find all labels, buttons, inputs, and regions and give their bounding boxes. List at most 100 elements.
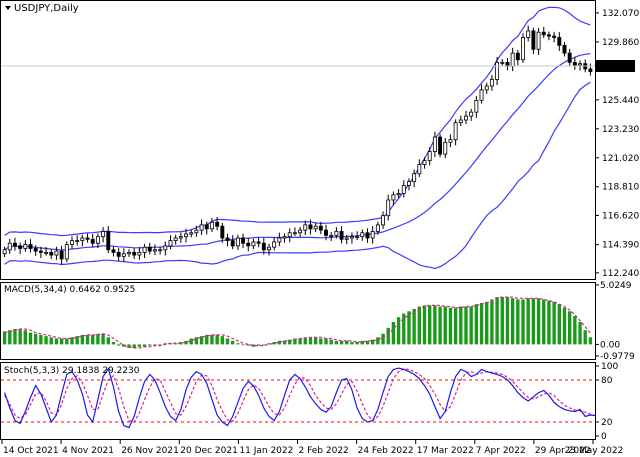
candle-body <box>339 231 344 240</box>
candle-body <box>49 252 54 256</box>
candle-body <box>121 253 126 257</box>
macd-bar <box>225 338 230 345</box>
macd-bar <box>391 321 396 345</box>
candle-body <box>510 52 515 67</box>
time-axis: 14 Oct 2021 4 Nov 2021 26 Nov 2021 20 Dec 2… <box>1 440 624 456</box>
macd-bar <box>412 308 416 345</box>
macd-bar <box>319 338 323 345</box>
price-tick-label: 116.620 <box>602 211 639 221</box>
price-panel-frame <box>0 0 596 280</box>
candle-body <box>54 250 59 256</box>
current-price-label: 127.648 <box>596 62 633 72</box>
macd-bar <box>173 343 178 345</box>
candle-body <box>38 250 43 253</box>
candle-body <box>13 242 17 247</box>
macd-bar <box>194 337 199 345</box>
candle-body <box>251 241 256 247</box>
candle-body <box>220 225 225 239</box>
macd-bar <box>417 306 422 345</box>
macd-bar <box>44 336 48 345</box>
stoch-panel[interactable]: 100 80 20 0 Stoch(5,3,3) 29.1838 29.2230 <box>1 362 618 442</box>
macd-bar <box>464 306 468 345</box>
macd-bar <box>360 340 364 345</box>
candle-body <box>2 249 7 255</box>
candle-body <box>194 229 199 234</box>
price-tick-label: 125.440 <box>602 96 639 106</box>
candle-body <box>215 221 220 227</box>
candle-body <box>204 224 209 230</box>
candle-body <box>541 31 546 36</box>
candle-body <box>85 237 90 240</box>
time-tick-label: 23 May 2022 <box>565 446 624 456</box>
price-tick-label: 114.390 <box>602 241 639 251</box>
macd-bar <box>329 339 333 345</box>
candle-body <box>173 237 178 242</box>
macd-bar <box>588 337 593 345</box>
candle-body <box>334 231 339 236</box>
candle-body <box>422 160 427 165</box>
candle-body <box>106 231 111 251</box>
candle-body <box>318 225 323 231</box>
stoch-panel-frame <box>0 362 596 440</box>
candle-body <box>70 240 74 245</box>
candle-body <box>495 61 500 80</box>
stoch-tick-label: 100 <box>601 362 618 372</box>
macd-bar <box>262 344 266 346</box>
price-tick-label: 123.230 <box>602 125 639 135</box>
macd-bar <box>381 333 385 345</box>
macd-signal-line <box>4 296 591 349</box>
macd-bar <box>542 299 546 345</box>
macd-bar <box>272 342 276 345</box>
candle-body <box>458 119 463 124</box>
stoch-tick-label: 80 <box>601 376 613 386</box>
candle-body <box>443 141 448 155</box>
candle-body <box>438 136 443 155</box>
macd-bar <box>256 344 261 346</box>
candle-body <box>246 242 251 247</box>
macd-bar <box>148 344 152 346</box>
macd-bar <box>210 334 214 345</box>
macd-panel[interactable]: 5.0249 0.00 -0.9779 MACD(5,34,4) 0.6462 0.… <box>2 281 635 362</box>
candle-body <box>75 240 80 243</box>
macd-bar <box>355 342 359 345</box>
price-panel[interactable]: 127.648 132.070 129.860 125.440 123.230 121.… <box>0 3 639 279</box>
candle-body <box>28 244 33 249</box>
macd-bar <box>142 344 147 347</box>
candle-body <box>489 78 494 87</box>
macd-bar <box>521 299 525 345</box>
macd-bar <box>199 336 204 345</box>
candle-body <box>298 229 303 234</box>
candle-body <box>355 236 360 239</box>
macd-bar <box>386 327 390 345</box>
candle-body <box>375 224 380 232</box>
macd-bar <box>246 344 250 346</box>
macd-bar <box>70 337 74 345</box>
bollinger-lower-line <box>4 81 591 270</box>
macd-bar <box>116 344 121 346</box>
macd-bar <box>500 297 504 345</box>
macd-bar <box>122 344 126 347</box>
macd-bar <box>8 330 12 345</box>
macd-bar <box>236 343 240 345</box>
candle-body <box>111 249 116 253</box>
macd-bar <box>49 337 53 345</box>
triangle-down-icon[interactable] <box>5 6 11 10</box>
candle-body <box>401 185 406 194</box>
macd-bar <box>365 340 370 345</box>
macd-bar <box>65 338 69 345</box>
macd-bar <box>85 334 90 345</box>
candle-body <box>349 236 354 239</box>
macd-bar <box>282 340 287 345</box>
candle-body <box>272 241 277 248</box>
candle-body <box>484 85 489 91</box>
macd-bar <box>91 334 95 345</box>
candle-body <box>44 252 49 254</box>
macd-bar <box>28 332 33 345</box>
price-marks <box>2 6 593 270</box>
time-tick-label: 14 Oct 2021 <box>3 446 59 456</box>
candle-body <box>521 37 525 61</box>
candle-body <box>469 111 474 117</box>
candle-body <box>360 232 365 238</box>
candle-body <box>536 31 541 50</box>
